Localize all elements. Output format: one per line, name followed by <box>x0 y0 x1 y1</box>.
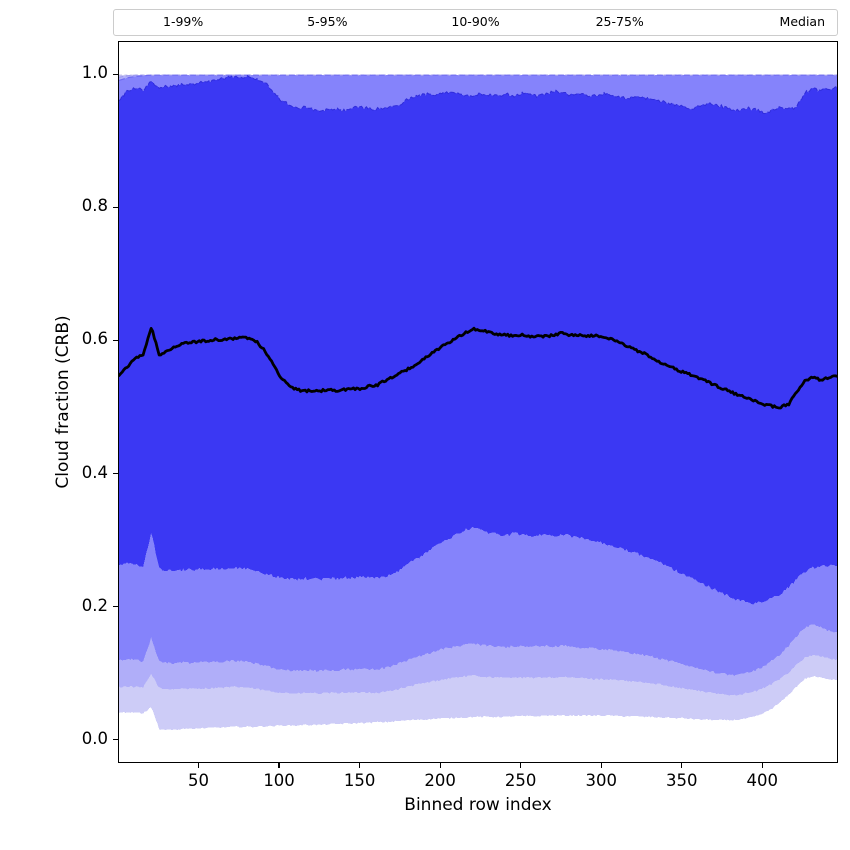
legend-entry-10-90: 10-90% <box>402 16 546 29</box>
x-tick-label: 50 <box>188 771 210 790</box>
plot-area <box>118 41 838 763</box>
x-tick-label: 400 <box>746 771 779 790</box>
legend-label-25-75: 25-75% <box>595 14 644 30</box>
y-tick-mark <box>113 739 118 741</box>
x-tick-mark <box>197 763 200 768</box>
x-tick-mark <box>439 763 441 768</box>
x-tick-label: 250 <box>504 771 537 790</box>
y-tick-label: 0.4 <box>81 462 108 482</box>
y-tick-mark <box>113 206 118 208</box>
legend-entry-25-75: 25-75% <box>547 16 691 29</box>
x-tick-mark <box>600 763 602 768</box>
x-axis-label: Binned row index <box>404 795 552 815</box>
legend-entry-1-99: 1-99% <box>114 16 258 29</box>
y-tick-label: 1.0 <box>81 63 108 83</box>
legend-label-median: Median <box>779 14 826 30</box>
legend-label-1-99: 1-99% <box>163 14 204 30</box>
x-tick-label: 200 <box>424 771 456 790</box>
chart-legend: 1-99% 5-95% 10-90% 25-75% Median <box>113 9 838 36</box>
y-tick-label: 0.2 <box>81 595 108 615</box>
y-axis-label-wrap: Cloud fraction (CRB) <box>52 41 78 763</box>
x-tick-label: 300 <box>585 771 617 790</box>
y-tick-mark <box>113 73 118 75</box>
x-tick-mark <box>278 763 280 768</box>
x-tick-mark <box>359 763 361 768</box>
y-tick-mark <box>113 606 118 608</box>
y-tick-label: 0.6 <box>81 329 108 349</box>
y-tick-label: 0.8 <box>81 196 108 216</box>
x-tick-label: 150 <box>343 771 376 790</box>
legend-entry-median: Median <box>691 16 837 29</box>
percentile-band-plot <box>119 74 837 731</box>
legend-label-10-90: 10-90% <box>451 14 500 30</box>
x-tick-mark <box>681 763 683 768</box>
x-tick-mark <box>520 763 522 768</box>
x-tick-label: 100 <box>263 771 295 790</box>
legend-label-5-95: 5-95% <box>307 14 348 30</box>
y-axis-label: Cloud fraction (CRB) <box>53 315 73 489</box>
legend-entry-5-95: 5-95% <box>258 16 402 29</box>
y-tick-mark <box>113 472 118 475</box>
x-tick-label: 350 <box>666 771 698 790</box>
y-tick-label: 0.0 <box>81 728 108 748</box>
x-tick-mark <box>761 763 763 768</box>
y-tick-mark <box>113 339 118 342</box>
